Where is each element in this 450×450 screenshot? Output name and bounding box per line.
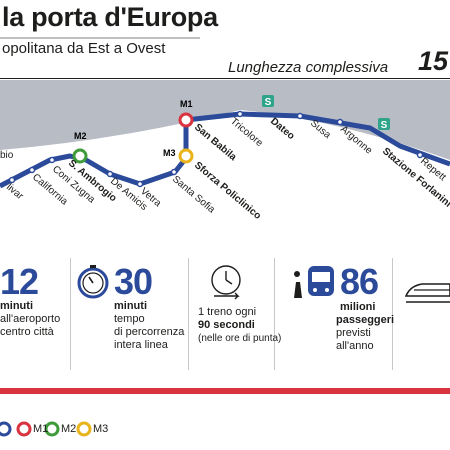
stat-frequency: 1 treno ogni 90 secondi (nelle ore di pu…: [198, 306, 281, 345]
stat-divider: [70, 258, 71, 370]
station-dot: [106, 170, 114, 178]
m1-interchange: [178, 112, 194, 128]
m1-label: M1: [180, 99, 193, 109]
station-dot: [8, 176, 16, 184]
length-value: 15: [418, 46, 449, 76]
stat-line: (nelle ore di punta): [198, 333, 282, 344]
stat-line: intera linea: [114, 339, 168, 351]
stat-number: 12: [0, 261, 39, 302]
length-rule: [0, 78, 450, 79]
stat-divider: [274, 258, 275, 370]
legend-m3-icon: [76, 421, 92, 437]
stat-line: previsti: [336, 327, 371, 339]
route-map: S S M1 M2 M3 bio livar California Coni Z…: [0, 80, 450, 240]
s-marker-text: S: [265, 97, 272, 108]
legend-m1-icon: [16, 421, 32, 437]
stat-line: tempo: [114, 313, 145, 325]
s-marker-text: S: [381, 120, 388, 131]
stat-passengers: 86: [340, 261, 379, 302]
stat-divider: [188, 258, 189, 370]
station-dots: [8, 110, 424, 188]
length-label: Lunghezza complessiva: [228, 59, 389, 76]
stat-line: milioni: [340, 301, 376, 313]
station-dot: [28, 166, 36, 174]
m3-label: M3: [163, 148, 176, 158]
s-marker-forlanini: [378, 118, 390, 130]
stat-line: 1 treno ogni: [198, 306, 257, 318]
station-label: bio: [0, 150, 14, 161]
station-dot: [48, 156, 56, 164]
stat-line: di percorrenza: [114, 326, 185, 338]
title-rule: [0, 37, 200, 39]
stat-line: all'aeroporto: [0, 313, 61, 325]
stat-passengers-text: milioni passeggeri previsti all'anno: [312, 301, 394, 353]
stat-line: all'anno: [336, 340, 374, 352]
station-dot: [416, 151, 424, 159]
legend-m1-label: M1: [33, 423, 49, 435]
high-speed-train-icon: [404, 283, 450, 303]
m2-interchange: [72, 148, 88, 164]
stat-line: minuti: [114, 300, 147, 312]
stopwatch-icon: [77, 265, 109, 299]
legend-m3-label: M3: [93, 423, 109, 435]
page-subtitle: opolitana da Est a Ovest: [2, 40, 166, 57]
legend-m2-label: M2: [61, 423, 77, 435]
page-title: la porta d'Europa: [2, 2, 218, 32]
station-dot: [170, 168, 178, 176]
stat-number: 86: [340, 261, 379, 302]
stat-airport: 12 minuti all'aeroporto centro città: [0, 264, 60, 339]
s-marker-dateo: [262, 95, 274, 107]
stat-number: 30: [114, 261, 153, 302]
clock-cycle-icon: [211, 265, 241, 300]
station-dot: [136, 180, 144, 188]
footer-red-bar: [0, 388, 450, 394]
city-fade: [0, 110, 450, 240]
stat-line: centro città: [0, 326, 54, 338]
m3-interchange: [178, 148, 194, 164]
passenger-train-icon: [294, 266, 334, 298]
stat-line: passeggeri: [336, 314, 395, 326]
m2-label: M2: [74, 131, 87, 141]
stat-line: 90 secondi: [198, 319, 255, 331]
station-dot: [296, 112, 304, 120]
station-dot: [336, 118, 344, 126]
stat-divider: [392, 258, 393, 370]
stat-line: minuti: [0, 300, 33, 312]
stat-travel-time: 30 minuti tempo di percorrenza intera li…: [114, 264, 184, 352]
legend-m2-icon: [44, 421, 60, 437]
legend-ring: [0, 421, 12, 437]
station-dot: [236, 110, 244, 118]
